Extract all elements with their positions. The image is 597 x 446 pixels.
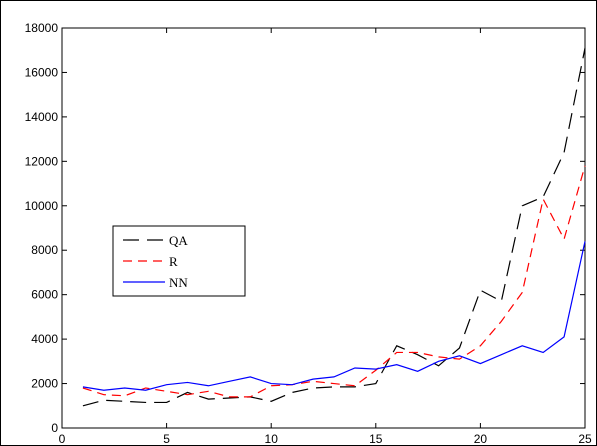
y-tick-label: 18000 (25, 21, 59, 35)
y-tick-label: 8000 (31, 243, 58, 257)
series-line (82, 165, 586, 398)
y-tick-label: 0 (51, 421, 58, 435)
x-tick-label: 25 (578, 432, 592, 446)
x-tick-label: 5 (163, 432, 170, 446)
plot: 0 2000 4000 6000 8000 10000 12000 14000 16000 180… (25, 21, 592, 446)
y-tick-label: 6000 (31, 288, 58, 302)
x-tick-label: 20 (474, 432, 488, 446)
y-tick-label: 2000 (31, 377, 58, 391)
y-tick-label: 16000 (25, 65, 59, 79)
x-tick-label: 10 (265, 432, 279, 446)
series-line (82, 241, 586, 391)
y-tick-label: 12000 (25, 154, 59, 168)
y-tick-label: 10000 (25, 199, 59, 213)
x-tick-label: 0 (59, 432, 66, 446)
y-tick-label: 4000 (31, 332, 58, 346)
legend-label: NN (169, 275, 188, 290)
legend-label: R (169, 254, 178, 269)
y-tick-label: 14000 (25, 110, 59, 124)
legend-box (112, 225, 246, 297)
x-tick-label: 15 (369, 432, 383, 446)
series-line (82, 47, 586, 407)
legend-label: QA (169, 233, 188, 248)
